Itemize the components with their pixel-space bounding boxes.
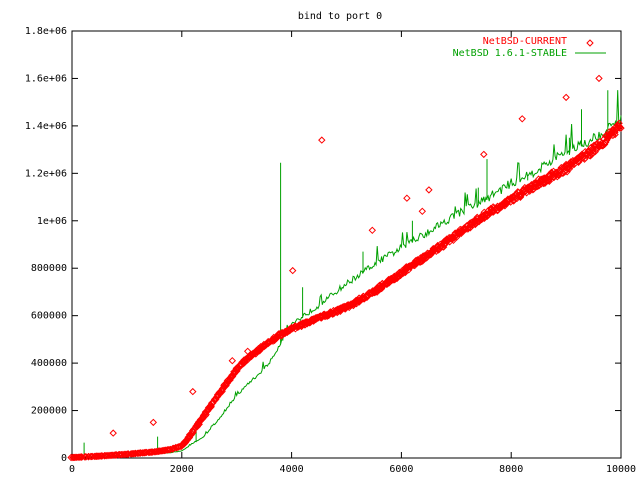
data-point-netbsd-current xyxy=(121,450,130,459)
legend: NetBSD-CURRENT NetBSD 1.6.1-STABLE xyxy=(453,36,606,59)
y-tick-label: 400000 xyxy=(31,358,67,369)
data-point-netbsd-current xyxy=(539,179,548,188)
outlier-point-netbsd-current xyxy=(149,418,158,427)
data-point-netbsd-current xyxy=(175,442,183,451)
x-tick-label: 6000 xyxy=(389,464,413,475)
legend-marker-netbsd-current xyxy=(586,39,594,47)
data-point-netbsd-current xyxy=(166,445,175,454)
data-point-netbsd-current xyxy=(537,180,545,188)
y-tick-label: 1.4e+06 xyxy=(25,121,67,132)
outlier-point-netbsd-current xyxy=(189,387,197,396)
outlier-point-netbsd-current xyxy=(403,194,411,202)
data-point-netbsd-current xyxy=(563,165,572,173)
data-point-netbsd-current xyxy=(220,380,229,389)
y-tick-label: 600000 xyxy=(31,311,67,322)
data-point-netbsd-current xyxy=(522,189,531,197)
plot-frame xyxy=(71,30,622,459)
chart-title: bind to port 0 xyxy=(298,11,382,22)
x-tick-label: 0 xyxy=(69,464,75,475)
y-tick-label: 800000 xyxy=(31,263,67,274)
outlier-point-netbsd-current xyxy=(480,150,488,159)
y-tick-label: 1.6e+06 xyxy=(25,73,67,84)
outlier-point-netbsd-current xyxy=(228,356,237,365)
axis-layer: 0 2000 4000 6000 8000 10000 0 200000 400000 60000… xyxy=(25,26,636,475)
outlier-point-netbsd-current xyxy=(243,347,252,356)
x-tick-label: 2000 xyxy=(170,464,194,475)
data-point-netbsd-current xyxy=(85,452,93,461)
outlier-point-netbsd-current xyxy=(318,136,326,144)
y-tick-label: 1e+06 xyxy=(37,216,67,227)
y-tick-label: 200000 xyxy=(31,406,67,417)
outlier-point-netbsd-current xyxy=(368,226,377,235)
data-point-netbsd-current xyxy=(617,124,625,132)
data-point-netbsd-current xyxy=(432,247,441,256)
data-point-netbsd-current xyxy=(100,451,109,460)
y-tick-label: 1.8e+06 xyxy=(25,26,67,37)
data-point-netbsd-current xyxy=(575,157,583,165)
legend-label-netbsd-current: NetBSD-CURRENT xyxy=(483,36,567,47)
data-point-netbsd-current xyxy=(615,124,624,132)
data-point-netbsd-current xyxy=(213,390,222,399)
x-tick-label: 8000 xyxy=(499,464,523,475)
outlier-point-netbsd-current xyxy=(109,429,117,437)
outlier-point-netbsd-current xyxy=(288,266,297,275)
series-points-netbsd-current xyxy=(67,74,625,462)
data-point-netbsd-current xyxy=(544,176,553,185)
data-point-netbsd-current xyxy=(543,176,552,185)
outlier-point-netbsd-current xyxy=(562,93,570,102)
data-point-netbsd-current xyxy=(415,258,424,266)
y-tick-label: 1.2e+06 xyxy=(25,168,67,179)
data-point-netbsd-current xyxy=(475,217,483,226)
series-layer xyxy=(67,74,625,462)
y-tick-label: 0 xyxy=(61,453,67,464)
outlier-point-netbsd-current xyxy=(418,207,427,216)
data-point-netbsd-current xyxy=(587,151,596,159)
x-tick-label: 10000 xyxy=(606,464,636,475)
x-tick-label: 4000 xyxy=(280,464,304,475)
outlier-point-netbsd-current xyxy=(425,186,433,194)
data-point-netbsd-current xyxy=(94,452,103,460)
outlier-point-netbsd-current xyxy=(518,115,526,123)
data-point-netbsd-current xyxy=(238,358,246,366)
data-point-netbsd-current xyxy=(204,403,213,412)
legend-label-netbsd-stable: NetBSD 1.6.1-STABLE xyxy=(453,48,567,59)
data-point-netbsd-current xyxy=(396,271,405,280)
outlier-point-netbsd-current xyxy=(595,74,603,83)
data-point-netbsd-current xyxy=(75,453,84,461)
